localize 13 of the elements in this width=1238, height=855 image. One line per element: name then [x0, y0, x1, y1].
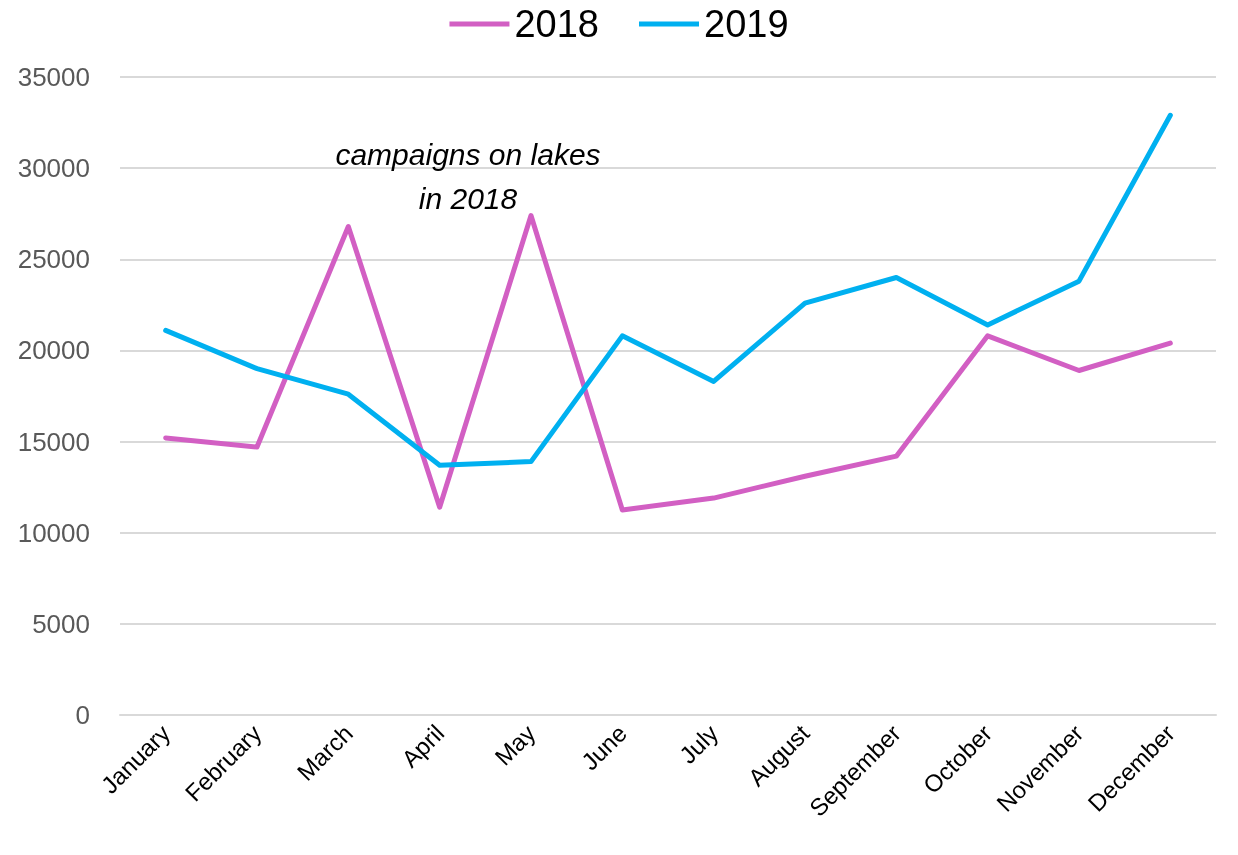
- y-tick-label: 15000: [17, 426, 90, 457]
- y-tick-label: 35000: [17, 62, 90, 92]
- legend-label: 2019: [704, 3, 789, 45]
- y-tick-label: 0: [75, 700, 90, 730]
- y-tick-label: 10000: [17, 517, 90, 548]
- legend-label: 2018: [514, 3, 600, 45]
- x-tick-label: July: [673, 719, 724, 769]
- y-tick-label: 30000: [17, 153, 90, 184]
- annotation: campaigns on lakes in 2018: [335, 137, 601, 215]
- x-tick-label: May: [489, 719, 541, 771]
- y-tick-label: 20000: [17, 335, 90, 366]
- y-tick-label: 5000: [32, 608, 90, 639]
- y-tick-label: 25000: [17, 244, 90, 275]
